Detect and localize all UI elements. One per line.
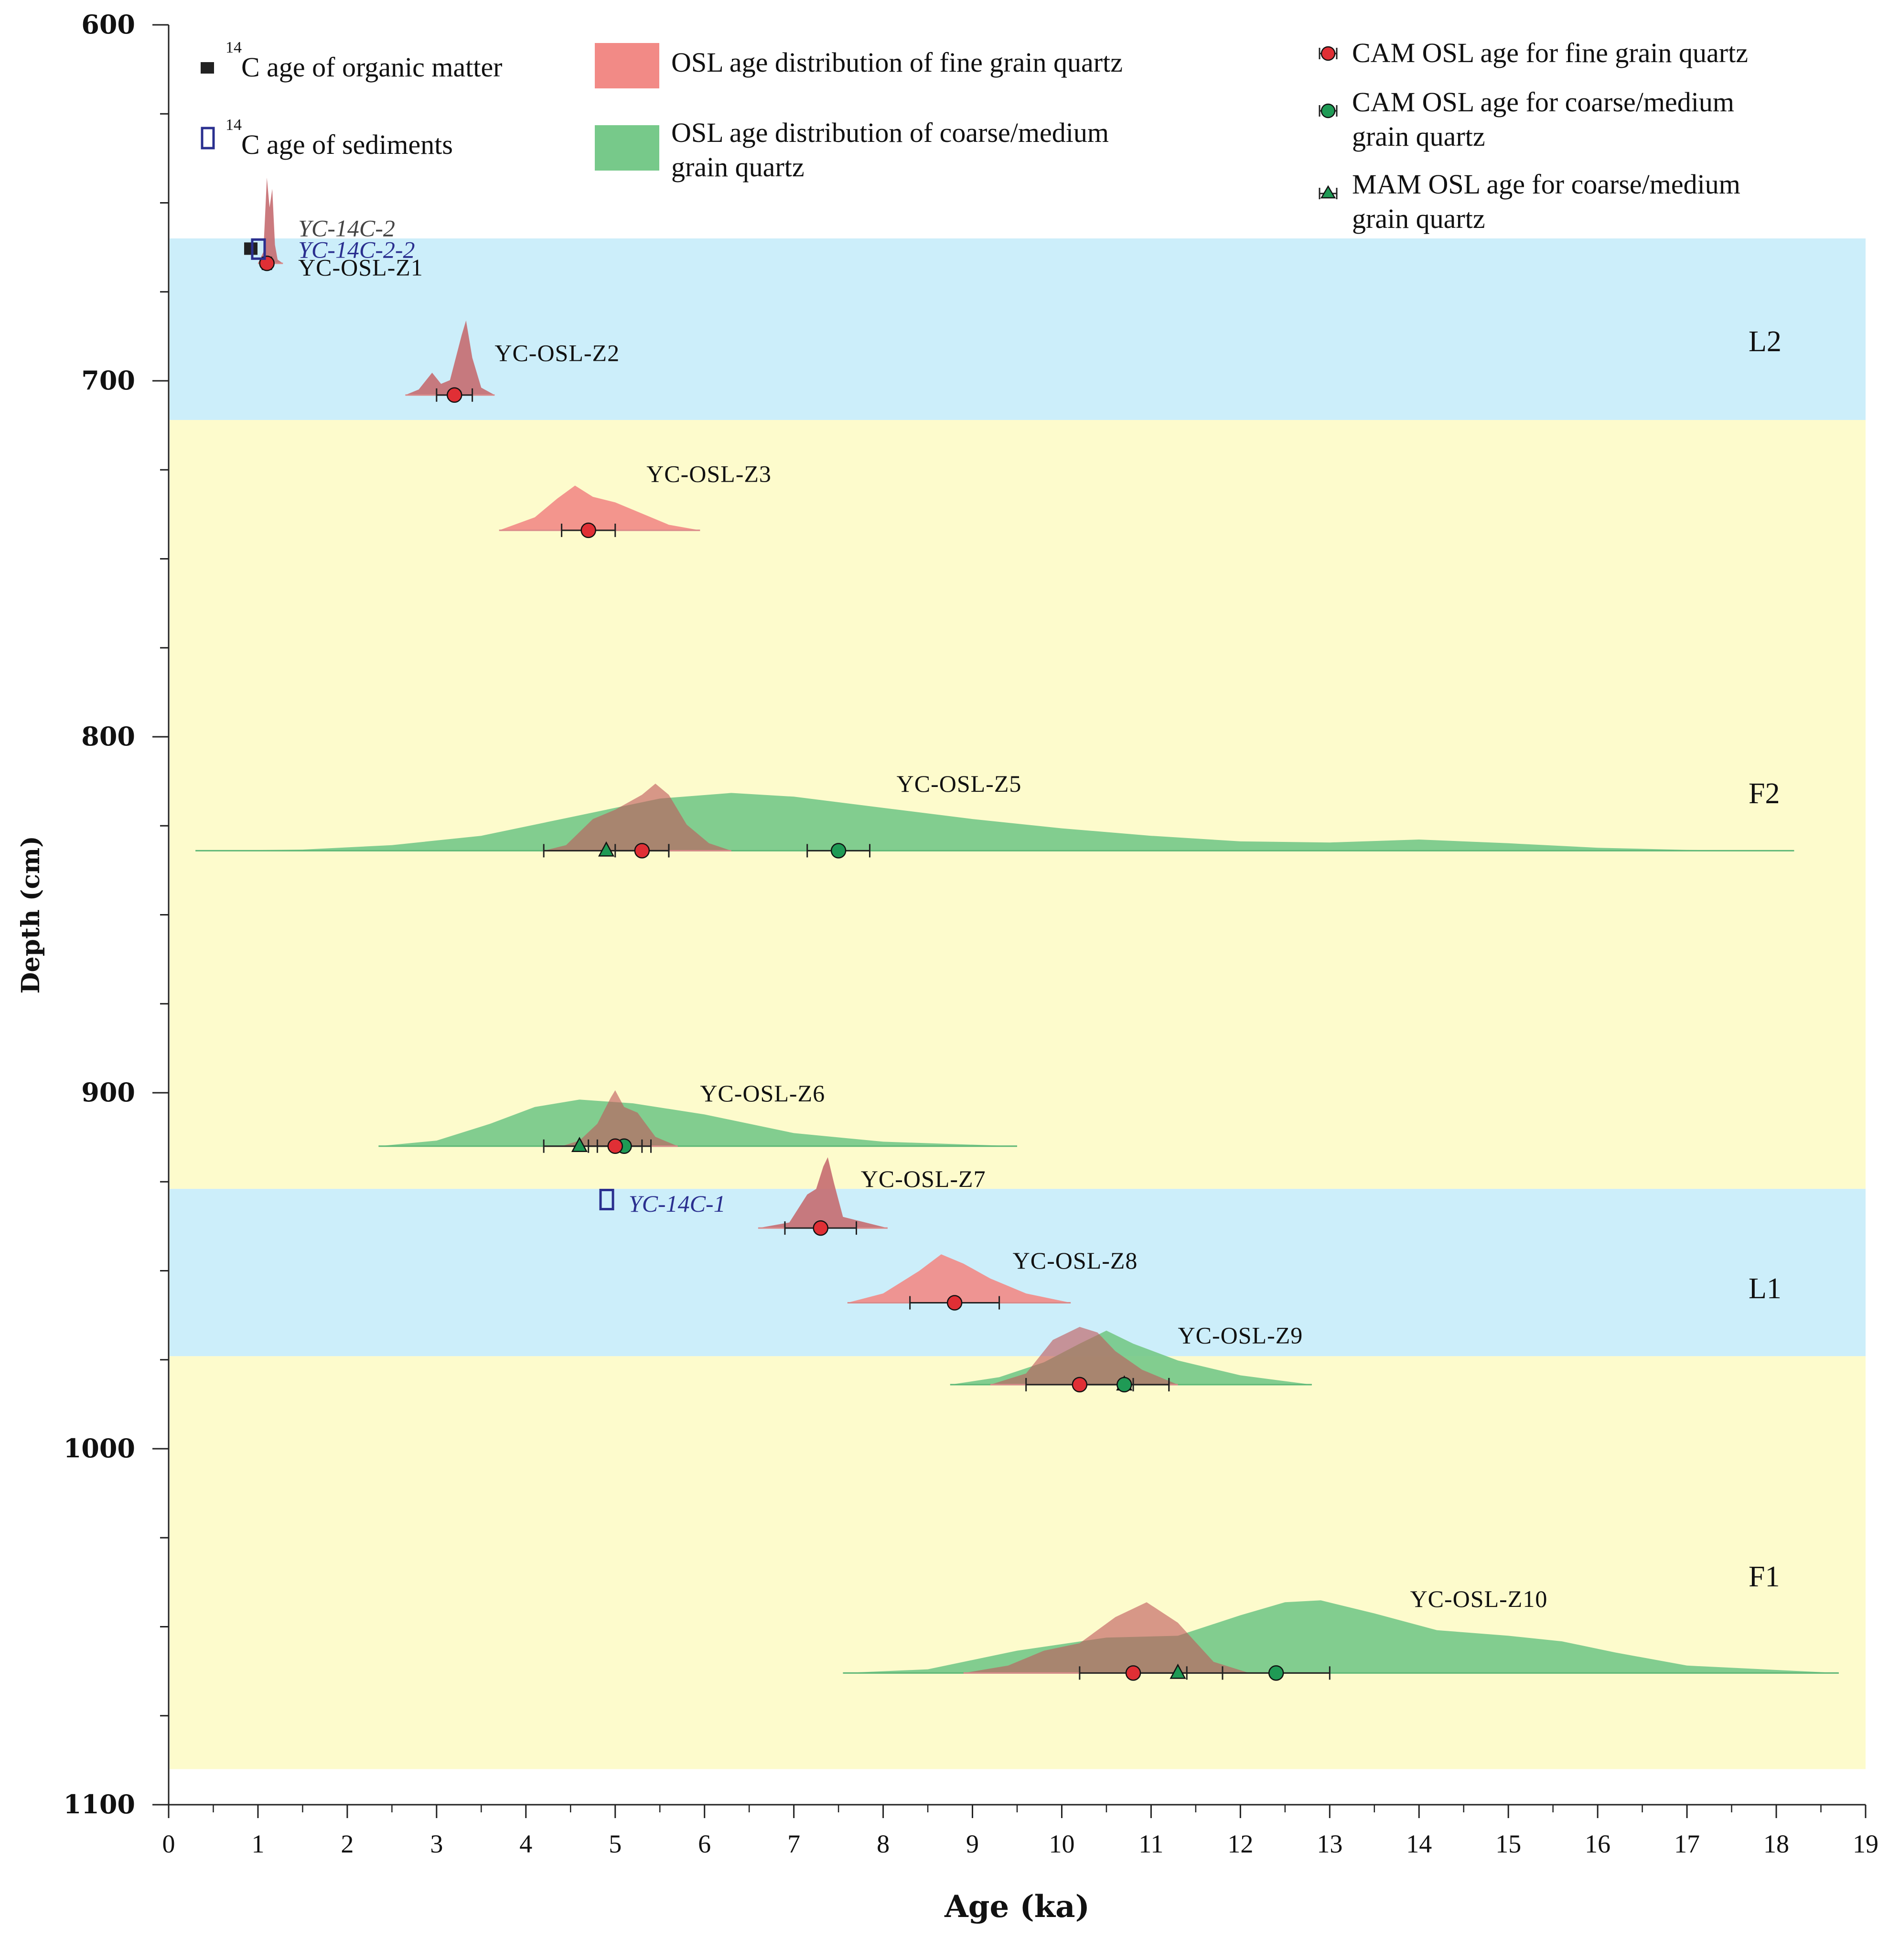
legend-text-sediment: C age of sediments: [241, 129, 453, 160]
legend-text-fine-distribution: OSL age distribution of fine grain quart…: [671, 47, 1123, 78]
zone-band-f2: [170, 420, 1866, 1189]
zone-label-l1: L1: [1749, 1272, 1782, 1305]
x-tick-label: 6: [698, 1830, 711, 1858]
sample-labels: YC-OSL-Z1 YC-OSL-Z2 YC-OSL-Z3 YC-OSL-Z5 YC-O…: [298, 215, 1547, 1612]
legend-marker-coarse-cam: [1320, 103, 1336, 118]
x-tick-label: 13: [1317, 1830, 1342, 1858]
fine-cam-marker-yc-osl-z10: [1125, 1665, 1141, 1681]
zone-label-f2: F2: [1749, 777, 1780, 810]
x-tick-label: 18: [1763, 1830, 1789, 1858]
fine-cam-marker-yc-osl-z2: [446, 387, 462, 403]
fine-cam-marker-yc-osl-z5: [634, 843, 650, 859]
fine-distribution-yc-osl-z6: [561, 1090, 678, 1146]
x-tick-label: 8: [877, 1830, 890, 1858]
y-axis-title: Depth (cm): [16, 836, 45, 993]
legend-marker-fine-cam: [1320, 46, 1336, 61]
zone-bands: L2 F2 L1 F1: [170, 238, 1866, 1769]
mam-triangle-yc-osl-z5: [598, 841, 615, 857]
x-tick-label: 10: [1049, 1830, 1074, 1858]
legend-text-organic: C age of organic matter: [241, 52, 503, 83]
y-tick-label: 1000: [64, 1433, 135, 1464]
fine-distribution-yc-osl-z5: [544, 784, 731, 851]
y-tick-label: 900: [81, 1077, 135, 1108]
coarse-distribution-yc-osl-z6: [378, 1099, 1017, 1146]
y-tick-label: 700: [81, 365, 135, 396]
fine-distribution-yc-osl-z2: [405, 320, 495, 395]
zone-label-f1: F1: [1749, 1561, 1780, 1593]
legend-marker-mam: [1320, 185, 1336, 199]
mam-triangle-yc-osl-z6: [571, 1137, 588, 1152]
coarse-cam-marker-yc-osl-z9: [1116, 1377, 1132, 1393]
x-tick-label: 5: [609, 1830, 622, 1858]
fine-cam-marker-yc-osl-z8: [946, 1295, 963, 1311]
osl-distributions: [195, 177, 1839, 1674]
c14-sediment-marker-yc-14c-2-2: [251, 238, 266, 260]
x-tick-label: 16: [1585, 1830, 1610, 1858]
sample-label-yc-osl-z6: YC-OSL-Z6: [700, 1080, 825, 1107]
x-tick-label: 11: [1138, 1830, 1163, 1858]
y-tick-label: 600: [81, 9, 135, 40]
sample-label-yc-osl-z8: YC-OSL-Z8: [1013, 1247, 1138, 1274]
sample-label-yc-osl-z7: YC-OSL-Z7: [861, 1165, 986, 1192]
coarse-cam-marker-yc-osl-z5: [830, 843, 847, 859]
x-axis-title: Age (ka): [944, 1889, 1090, 1925]
legend-superscript: 14: [225, 116, 242, 134]
fine-distribution-yc-osl-z9: [990, 1327, 1178, 1385]
legend-text-coarse-distribution-line1: OSL age distribution of coarse/medium: [671, 117, 1109, 148]
axes: 0 1 2 3 4 5 6 7 8 9 10 11 12 13 14 15 16 17 18 196007008009…: [16, 9, 1878, 1925]
x-tick-label: 17: [1674, 1830, 1700, 1858]
fine-cam-marker-yc-osl-z6: [607, 1138, 623, 1154]
legend-text-mam-line1: MAM OSL age for coarse/medium: [1352, 169, 1740, 200]
sample-label-yc-osl-z9: YC-OSL-Z9: [1178, 1322, 1303, 1349]
x-tick-label: 19: [1853, 1830, 1878, 1858]
x-tick-label: 9: [966, 1830, 979, 1858]
x-tick-label: 14: [1406, 1830, 1432, 1858]
x-tick-label: 3: [430, 1830, 443, 1858]
coarse-cam-marker-yc-osl-z10: [1268, 1665, 1284, 1681]
c14-label-yc-14c-2: YC-14C-2: [298, 215, 395, 242]
fine-cam-marker-yc-osl-z7: [813, 1220, 828, 1236]
fine-distribution-yc-osl-z8: [847, 1254, 1071, 1303]
c14-label-yc-14c-2-2: YC-14C-2-2: [298, 236, 415, 263]
sample-label-yc-osl-z10: YC-OSL-Z10: [1410, 1585, 1548, 1612]
x-tick-label: 7: [787, 1830, 800, 1858]
c14-label-yc-14c-1: YC-14C-1: [629, 1190, 726, 1217]
c14-sediment-marker-yc-14c-1: [599, 1189, 614, 1210]
zone-band-l1: [170, 1189, 1866, 1357]
fine-distribution-yc-osl-z3: [499, 485, 700, 530]
fine-distribution-yc-osl-z7: [758, 1157, 888, 1228]
zone-label-l2: L2: [1749, 325, 1782, 358]
legend-text-coarse-cam-line1: CAM OSL age for coarse/medium: [1352, 86, 1734, 118]
legend-text-fine-cam: CAM OSL age for fine grain quartz: [1352, 37, 1748, 68]
legend-swatch-fine: [595, 43, 659, 88]
y-tick-label: 800: [81, 721, 135, 752]
x-tick-label: 2: [341, 1830, 354, 1858]
x-tick-label: 4: [519, 1830, 532, 1858]
legend-text-mam-line2: grain quartz: [1352, 203, 1485, 234]
fine-cam-marker-yc-osl-z3: [580, 522, 596, 538]
x-tick-label: 12: [1227, 1830, 1253, 1858]
legend-text-coarse-distribution-line2: grain quartz: [671, 151, 805, 183]
y-tick-label: 1100: [64, 1789, 135, 1820]
mam-triangle-yc-osl-z10: [1170, 1663, 1186, 1679]
sample-label-yc-osl-z2: YC-OSL-Z2: [494, 339, 620, 366]
c14-organic-marker-yc-14c-2: [244, 242, 258, 255]
legend-superscript: 14: [225, 39, 242, 56]
fine-distribution-yc-osl-z10: [963, 1602, 1250, 1673]
sample-label-yc-osl-z5: YC-OSL-Z5: [897, 770, 1022, 797]
legend-text-coarse-cam-line2: grain quartz: [1352, 121, 1485, 152]
sample-label-yc-osl-z1: YC-OSL-Z1: [298, 254, 423, 281]
legend-swatch-coarse: [595, 125, 659, 171]
legend-marker-organic: [201, 62, 214, 74]
x-tick-label: 1: [251, 1830, 264, 1858]
legend-marker-sediment: [201, 127, 215, 150]
x-tick-label: 0: [162, 1830, 175, 1858]
x-tick-label: 15: [1495, 1830, 1521, 1858]
sample-label-yc-osl-z3: YC-OSL-Z3: [646, 461, 772, 487]
fine-cam-marker-yc-osl-z9: [1072, 1377, 1088, 1393]
zone-band-f1: [170, 1356, 1866, 1769]
age-markers: [244, 238, 1331, 1681]
